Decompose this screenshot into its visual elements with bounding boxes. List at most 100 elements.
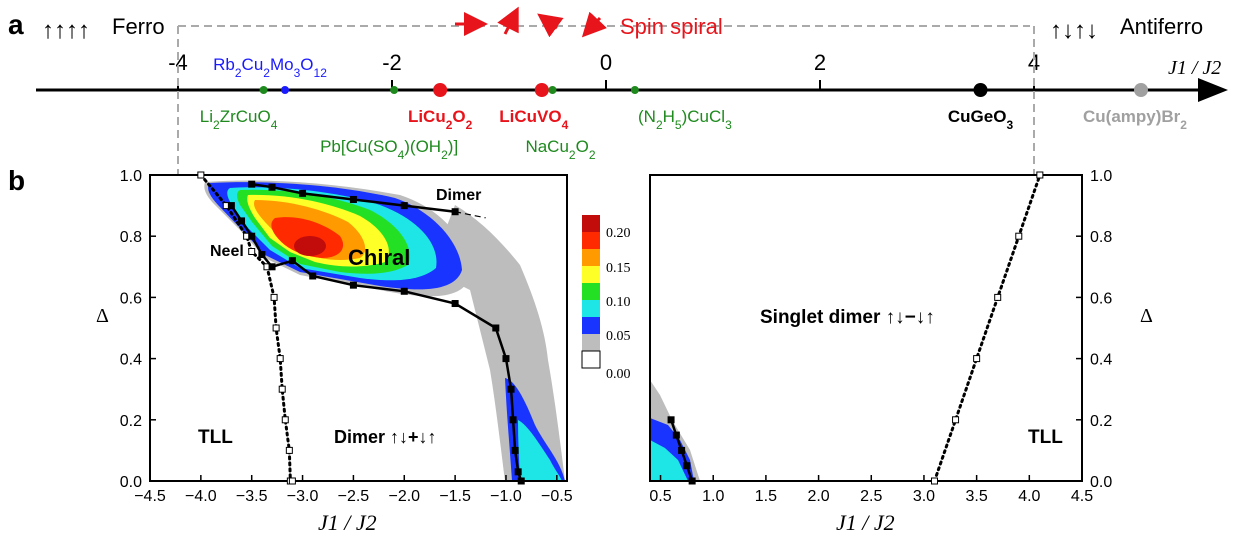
dimer-extension — [455, 211, 486, 219]
tick-label: 4 — [1028, 50, 1040, 75]
boundary-point — [288, 477, 296, 485]
boundary-point — [288, 257, 296, 265]
right-plot: 0.5 1.0 1.5 2.0 2.5 3.0 3.5 4.0 4.50.0 0.2 0.4 0.6 0… — [649, 168, 1153, 535]
compound-label: Cu(ampy)Br2 — [1083, 107, 1187, 132]
boundary-point — [400, 202, 408, 210]
boundary-point — [258, 251, 266, 259]
y-tick-label: 0.4 — [1090, 352, 1112, 369]
compound-label: LiCu2O2 — [408, 107, 473, 132]
boundary-point — [509, 416, 517, 424]
compound-marker — [281, 86, 289, 94]
boundary-point — [248, 232, 256, 240]
x-tick-label: 1.0 — [702, 488, 724, 505]
boundary-point — [248, 180, 256, 188]
left-heatmap — [204, 180, 565, 481]
panel-a-ticks: -4 -2 0 2 4 — [168, 50, 1040, 90]
x-tick-label: 2.5 — [860, 488, 882, 505]
boundary-point — [994, 293, 1002, 301]
colorbar: 0.20 0.15 0.10 0.05 0.00 — [581, 215, 631, 382]
compound-marker — [433, 83, 448, 97]
panel-a-axis-label: J1 / J2 — [1168, 57, 1221, 79]
boundary-point — [672, 431, 680, 439]
colorbar-label: 0.10 — [606, 295, 631, 310]
x-tick-label: −2.0 — [388, 488, 420, 505]
boundary-point — [197, 171, 205, 179]
boundary-point — [285, 446, 293, 454]
y-tick-label: 0.0 — [1090, 474, 1112, 491]
compound-label: LiCuVO4 — [499, 107, 568, 132]
x-tick-label: 3.0 — [913, 488, 935, 505]
boundary-point — [517, 477, 525, 485]
x-tick-label: −4.5 — [134, 488, 166, 505]
compound-label: CuGeO3 — [948, 107, 1014, 132]
y-tick-label: 1.0 — [120, 168, 142, 185]
boundary-point — [688, 477, 696, 485]
x-tick-label: −4.0 — [185, 488, 217, 505]
boundary-point — [268, 263, 276, 271]
colorbar-swatch — [582, 249, 600, 266]
x-tick-label: 1.5 — [755, 488, 777, 505]
compound-label: NaCu2O2 — [525, 137, 595, 162]
boundary-point — [507, 385, 515, 393]
colorbar-swatch — [582, 300, 600, 317]
boundary-point — [1015, 232, 1023, 240]
y-tick-label: 0.0 — [120, 474, 142, 491]
boundary-point — [502, 355, 510, 363]
compound-marker — [548, 86, 557, 94]
left-xlabel: J1 / J2 — [318, 510, 377, 535]
tick-label: -2 — [382, 50, 402, 75]
y-tick-label: 0.6 — [1090, 290, 1112, 307]
boundary-point — [451, 300, 459, 308]
compound-label: Rb2Cu2Mo3O12 — [213, 55, 327, 80]
y-tick-label: 1.0 — [1090, 168, 1112, 185]
tick-label: 0 — [600, 50, 612, 75]
x-tick-label: 2.0 — [807, 488, 829, 505]
boundary-point — [278, 385, 286, 393]
tick-label: 2 — [814, 50, 826, 75]
right-region-tll: TLL — [1028, 427, 1063, 448]
boundary-point — [349, 195, 357, 203]
y-tick-label: 0.6 — [120, 290, 142, 307]
colorbar-swatch — [582, 266, 600, 283]
compound-marker — [534, 83, 549, 97]
colorbar-swatch — [582, 334, 600, 351]
boundary-point — [272, 324, 280, 332]
x-tick-label: −1.5 — [439, 488, 471, 505]
x-tick-label: 3.5 — [966, 488, 988, 505]
boundary-point — [1036, 171, 1044, 179]
x-tick-label: 4.5 — [1071, 488, 1093, 505]
compound-marker — [1134, 83, 1148, 97]
compound-marker — [259, 86, 268, 94]
boundary-point — [248, 248, 256, 255]
boundary-point — [227, 202, 235, 210]
boundary-point — [400, 287, 408, 295]
boundary-point — [511, 446, 519, 454]
boundary-point — [952, 416, 960, 424]
boundary-point — [973, 355, 981, 363]
left-region-dimer-state: Dimer ↑↓+↓↑ — [334, 427, 437, 447]
ferro-label: Ferro — [112, 14, 165, 39]
y-tick-label: 0.8 — [1090, 229, 1112, 246]
panel-a-label: a — [8, 9, 24, 40]
boundary-line — [933, 173, 1042, 483]
left-ylabel: Δ — [96, 305, 109, 327]
left-region-neel: Neel — [210, 243, 244, 260]
ferro-arrows: ↑↑↑↑ — [42, 17, 90, 44]
left-region-chiral: Chiral — [348, 245, 410, 270]
y-tick-label: 0.2 — [120, 413, 142, 430]
boundary-point — [930, 477, 938, 485]
boundary-point — [238, 217, 246, 225]
left-plot: −4.5 −4.0 −3.5 −3.0 −2.5 −2.0 −1.5 −1.0 −0.5 0.0 0… — [96, 168, 573, 535]
y-tick-label: 0.2 — [1090, 413, 1112, 430]
x-tick-label: −0.5 — [541, 488, 573, 505]
antiferro-label: Antiferro — [1120, 14, 1203, 39]
boundary-point — [309, 272, 317, 280]
boundary-point — [299, 189, 307, 197]
boundary-point — [667, 416, 675, 424]
boundary-point — [276, 355, 284, 363]
panel-a-compounds: Rb2Cu2Mo3O12 Li2ZrCuO4 Pb[Cu(SO4)(OH2)] LiC… — [200, 55, 1188, 162]
x-tick-label: −3.0 — [287, 488, 319, 505]
boundary-point — [678, 446, 686, 454]
boundary-point — [349, 281, 357, 289]
